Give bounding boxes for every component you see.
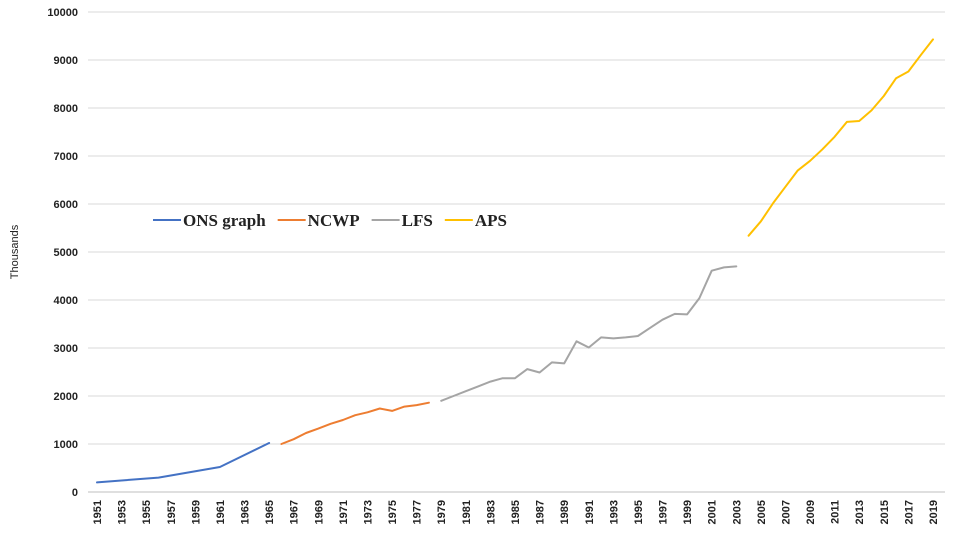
y-tick-label: 7000 xyxy=(54,151,78,163)
series-line-ons-graph xyxy=(96,442,271,484)
x-tick-label: 1997 xyxy=(658,500,670,524)
x-tick-label: 2001 xyxy=(707,500,719,524)
x-tick-label: 1995 xyxy=(633,500,645,524)
y-tick-label: 9000 xyxy=(54,55,78,67)
series-lines xyxy=(96,38,934,484)
y-tick-label: 5000 xyxy=(54,247,78,259)
y-tick-label: 10000 xyxy=(47,7,78,19)
x-tick-label: 1951 xyxy=(92,500,104,524)
axes: 0 1000 2000 3000 4000 5000 6000 7000 8000 9000 100… xyxy=(47,7,945,524)
x-tick-label: 2011 xyxy=(830,500,842,524)
series-line-aps xyxy=(747,38,934,237)
x-tick-label: 2017 xyxy=(903,500,915,524)
x-tick-label: 2007 xyxy=(780,500,792,524)
series-line-ncwp xyxy=(280,401,430,445)
y-tick-label: 6000 xyxy=(54,199,78,211)
x-tick-label: 1955 xyxy=(141,500,153,524)
x-tick-label: 2005 xyxy=(756,500,768,524)
x-tick-label: 1989 xyxy=(559,500,571,524)
x-tick-label: 1999 xyxy=(682,500,694,524)
x-tick-label: 1969 xyxy=(313,500,325,524)
x-tick-label: 1961 xyxy=(215,500,227,524)
x-tick-label: 1981 xyxy=(461,500,473,524)
x-tick-label: 1991 xyxy=(584,500,596,524)
y-tick-label: 0 xyxy=(72,487,78,499)
x-tick-label: 1993 xyxy=(608,500,620,524)
y-tick-label: 8000 xyxy=(54,103,78,115)
legend-label-ncwp: NCWP xyxy=(308,211,360,230)
x-tick-label: 1963 xyxy=(240,500,252,524)
x-tick-label: 1987 xyxy=(535,500,547,524)
legend: ONS graph NCWP LFS APS xyxy=(153,211,507,230)
x-tick-label: 1973 xyxy=(362,500,374,524)
x-tick-label: 1967 xyxy=(289,500,301,524)
x-tick-label: 1977 xyxy=(412,500,424,524)
x-tick-label: 1983 xyxy=(485,500,497,524)
y-tick-label: 4000 xyxy=(54,295,78,307)
x-tick-label: 1971 xyxy=(338,500,350,524)
gridlines xyxy=(88,11,945,445)
y-tick-label: 2000 xyxy=(54,391,78,403)
x-tick-label: 1965 xyxy=(264,500,276,524)
x-tick-label: 1959 xyxy=(190,500,202,524)
x-tick-label: 2009 xyxy=(805,500,817,524)
y-axis-label: Thousands xyxy=(9,224,21,279)
y-tick-label: 3000 xyxy=(54,343,78,355)
legend-label-lfs: LFS xyxy=(402,211,433,230)
x-tick-label: 1953 xyxy=(117,500,129,524)
legend-label-aps: APS xyxy=(475,211,507,230)
x-tick-label: 2019 xyxy=(928,500,940,524)
x-tick-label: 1985 xyxy=(510,500,522,524)
x-tick-label: 1979 xyxy=(436,500,448,524)
x-tick-label: 1957 xyxy=(166,500,178,524)
x-tick-label: 2013 xyxy=(854,500,866,524)
x-tick-label: 1975 xyxy=(387,500,399,524)
x-tick-label: 2015 xyxy=(879,500,891,524)
x-tick-label: 2003 xyxy=(731,500,743,524)
y-tick-label: 1000 xyxy=(54,439,78,451)
legend-label-ons-graph: ONS graph xyxy=(183,211,266,230)
series-line-lfs xyxy=(440,265,738,402)
